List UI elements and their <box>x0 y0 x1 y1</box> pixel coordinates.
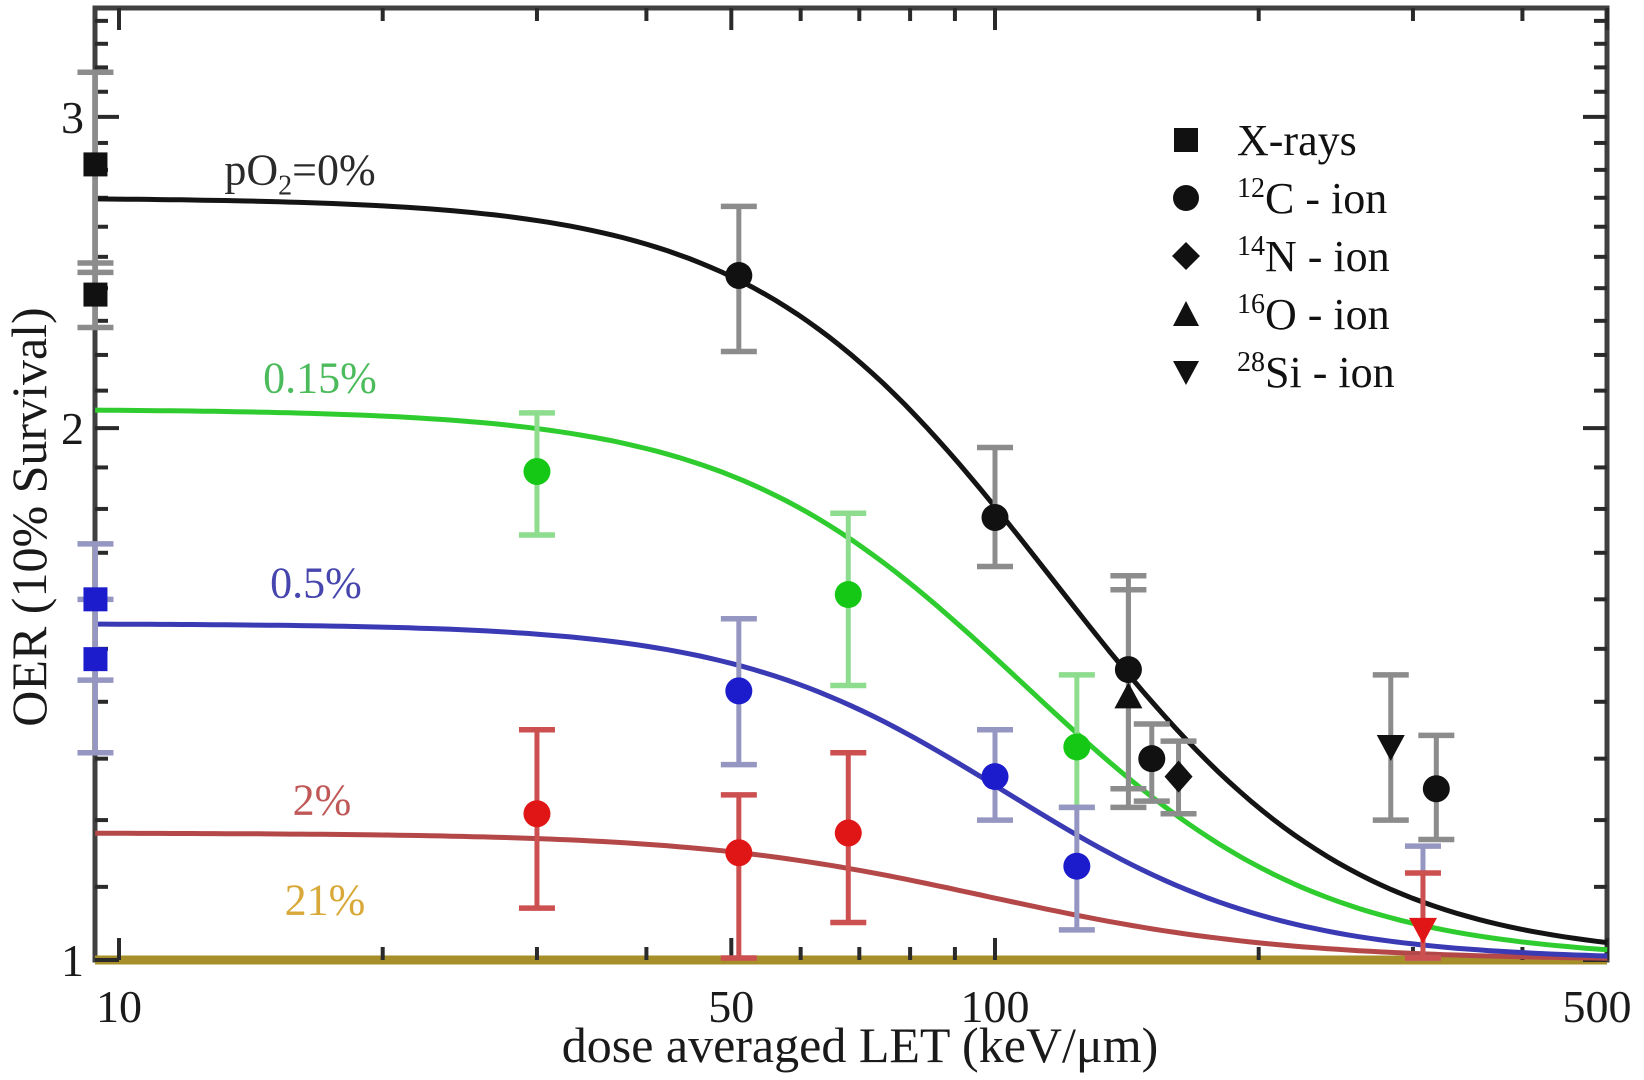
curve-po2-0.15 <box>95 407 1608 953</box>
data-point-circle <box>523 800 551 828</box>
legend-isotope-superscript: 14 <box>1237 230 1265 262</box>
data-point-circle <box>981 763 1009 791</box>
curve-label-po2-2: 2% <box>293 775 352 826</box>
legend-label-text: O - ion <box>1265 289 1390 339</box>
legend-label: X-rays <box>1237 115 1357 166</box>
curve-label-text: 2% <box>292 775 352 825</box>
curve-label-po2-0: pO2=0% <box>224 145 376 202</box>
legend: X-rays 12C - ion 14N - ion 16O - ion 28S… <box>1171 111 1395 401</box>
data-point-triangle-down <box>1376 734 1405 761</box>
legend-item-carbon-ion: 12C - ion <box>1171 169 1395 227</box>
data-point-square <box>83 282 108 307</box>
square-marker-icon <box>1174 128 1198 152</box>
data-point-circle <box>1114 656 1142 684</box>
data-point-circle <box>1138 745 1166 773</box>
y-tick-label-3: 3 <box>61 92 84 143</box>
curve-label-text: 0.15% <box>263 353 377 403</box>
legend-item-silicon-ion: 28Si - ion <box>1171 343 1395 401</box>
data-point-circle <box>725 839 753 867</box>
data-point-diamond <box>1164 760 1193 793</box>
data-point-circle <box>834 819 862 847</box>
legend-label-text: C - ion <box>1265 173 1388 223</box>
data-point-square <box>83 647 108 672</box>
legend-label-text: N - ion <box>1265 231 1390 281</box>
triangle-down-marker-icon <box>1173 361 1199 385</box>
curve-label-text: pO <box>224 145 279 195</box>
y-tick-label-1: 1 <box>61 935 84 986</box>
x-tick-label-50: 50 <box>708 981 754 1032</box>
curve-label-subscript: 2 <box>278 170 293 202</box>
data-point-triangle-up <box>1114 682 1143 709</box>
legend-item-nitrogen-ion: 14N - ion <box>1171 227 1395 285</box>
data-point-circle <box>725 261 753 289</box>
data-point-circle <box>981 504 1009 532</box>
curve-label-text: 0.5% <box>270 558 362 608</box>
data-point-square <box>83 587 108 612</box>
legend-label: 16O - ion <box>1237 289 1390 340</box>
data-point-circle <box>834 581 862 609</box>
legend-item-oxygen-ion: 16O - ion <box>1171 285 1395 343</box>
legend-label: 28Si - ion <box>1237 347 1395 398</box>
data-point-circle <box>1063 852 1091 880</box>
curve-po2-0 <box>95 196 1608 946</box>
curve-label-text: 21% <box>284 875 366 925</box>
curve-label-po2-05: 0.5% <box>270 558 362 609</box>
legend-item-xrays: X-rays <box>1171 111 1395 169</box>
legend-label-text: X-rays <box>1237 115 1357 165</box>
curve-label-po2-015: 0.15% <box>263 353 377 404</box>
x-axis-title: dose averaged LET (keV/μm) <box>562 1017 1158 1073</box>
legend-isotope-superscript: 12 <box>1237 172 1265 204</box>
triangle-up-marker-icon <box>1173 301 1199 326</box>
circle-marker-icon <box>1173 185 1199 211</box>
data-point-circle <box>1422 775 1450 803</box>
legend-label: 14N - ion <box>1237 231 1390 282</box>
legend-label-text: Si - ion <box>1265 347 1395 397</box>
curve-po2-2 <box>95 830 1608 961</box>
legend-label: 12C - ion <box>1237 173 1387 224</box>
curve-po2-0.5 <box>95 621 1608 959</box>
legend-isotope-superscript: 28 <box>1237 346 1265 378</box>
x-tick-label-500: 500 <box>1563 981 1632 1032</box>
y-tick-label-2: 2 <box>61 403 84 454</box>
x-tick-label-10: 10 <box>96 981 142 1032</box>
x-tick-label-100: 100 <box>961 981 1030 1032</box>
data-point-circle <box>725 677 753 705</box>
data-point-triangle-down <box>1408 917 1437 944</box>
data-point-circle <box>1063 733 1091 761</box>
y-axis-title: OER (10% Survival) <box>1 307 57 726</box>
diamond-marker-icon <box>1172 242 1200 270</box>
curve-label-text: =0% <box>292 145 376 195</box>
curve-label-po2-21: 21% <box>285 875 366 926</box>
legend-isotope-superscript: 16 <box>1237 288 1265 320</box>
data-point-circle <box>523 457 551 485</box>
data-point-square <box>83 152 108 177</box>
